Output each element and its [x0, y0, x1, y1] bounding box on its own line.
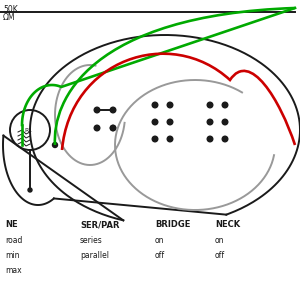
- Text: SER/PAR: SER/PAR: [80, 220, 119, 229]
- Circle shape: [222, 136, 228, 142]
- Circle shape: [28, 188, 32, 192]
- Circle shape: [152, 102, 158, 108]
- Text: NE: NE: [5, 220, 18, 229]
- Circle shape: [167, 119, 173, 125]
- Text: BRIDGE: BRIDGE: [155, 220, 190, 229]
- Text: series: series: [80, 236, 103, 245]
- Circle shape: [94, 125, 100, 131]
- Circle shape: [222, 102, 228, 108]
- Text: road: road: [5, 236, 22, 245]
- Circle shape: [222, 119, 228, 125]
- Circle shape: [94, 107, 100, 113]
- Circle shape: [52, 142, 58, 148]
- Text: ΩM: ΩM: [3, 13, 16, 22]
- Circle shape: [110, 125, 116, 130]
- Circle shape: [167, 136, 173, 142]
- Circle shape: [207, 102, 213, 108]
- Text: off: off: [155, 251, 165, 260]
- Text: parallel: parallel: [80, 251, 109, 260]
- Text: max: max: [5, 266, 22, 275]
- Text: NECK: NECK: [215, 220, 240, 229]
- Text: R1: R1: [24, 128, 32, 133]
- Circle shape: [152, 119, 158, 125]
- Circle shape: [167, 102, 173, 108]
- Text: on: on: [155, 236, 164, 245]
- Text: on: on: [215, 236, 224, 245]
- Text: off: off: [215, 251, 225, 260]
- Text: min: min: [5, 251, 20, 260]
- Circle shape: [110, 125, 116, 131]
- Circle shape: [152, 136, 158, 142]
- Text: 50K: 50K: [3, 5, 18, 14]
- Circle shape: [110, 107, 116, 113]
- Circle shape: [207, 119, 213, 125]
- Circle shape: [207, 136, 213, 142]
